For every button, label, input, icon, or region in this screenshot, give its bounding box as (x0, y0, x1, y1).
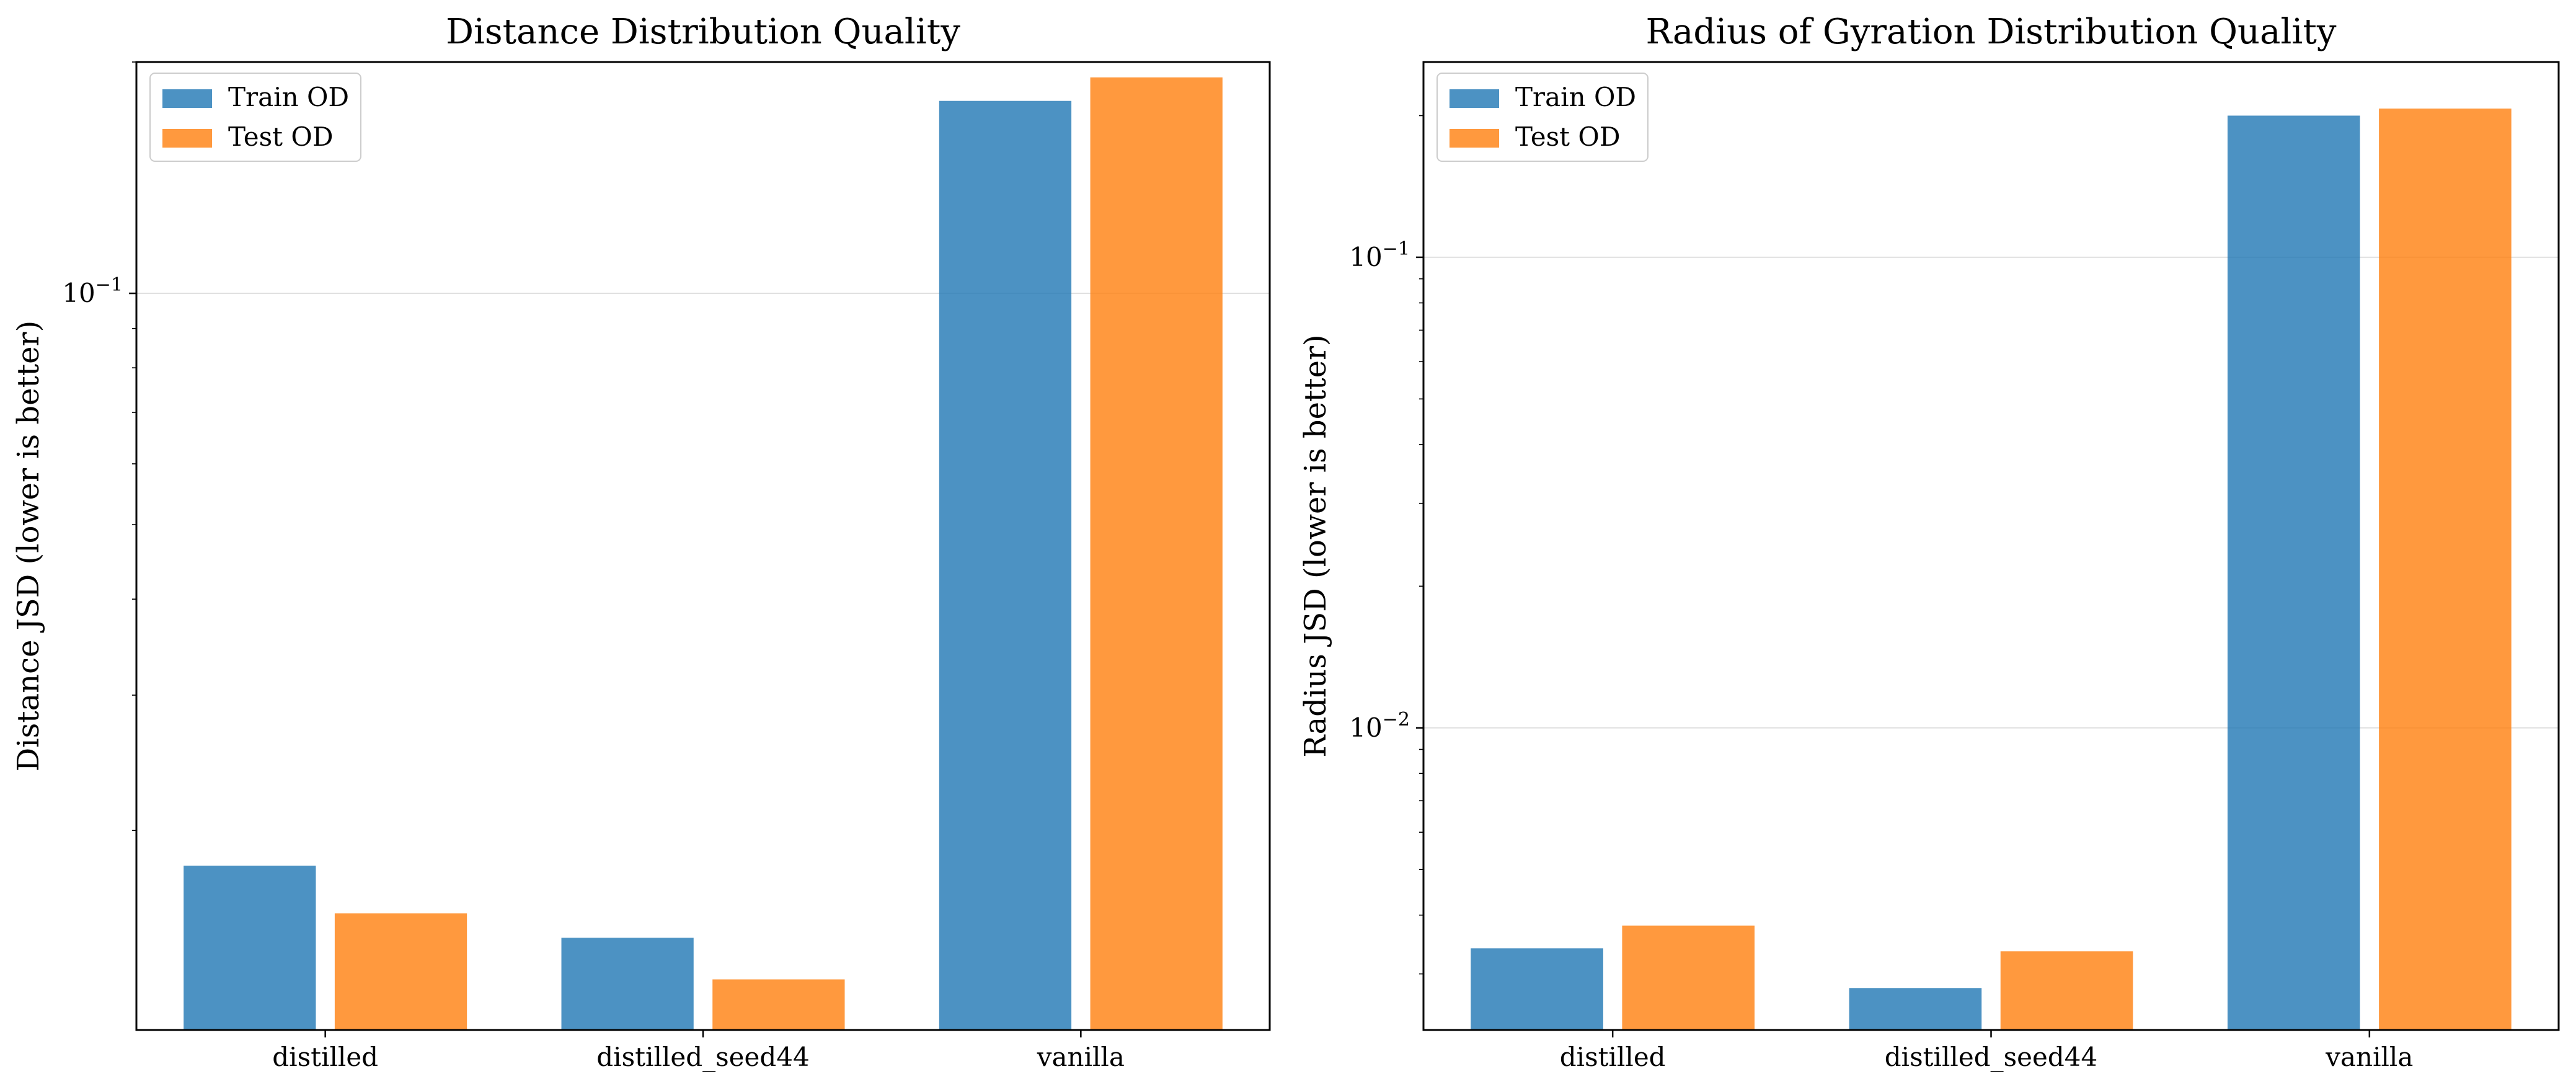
legend-label: Test OD (228, 122, 334, 152)
legend-label: Test OD (1515, 122, 1621, 152)
legend-label: Train OD (228, 82, 349, 112)
bar-test-od-vanilla (2379, 109, 2512, 1031)
x-tick-label: distilled_seed44 (596, 1042, 809, 1072)
bar-test-od-vanilla (1090, 77, 1223, 1030)
bar-test-od-distilled-seed44 (712, 979, 845, 1030)
bar-train-od-vanilla (2227, 115, 2360, 1031)
bar-test-od-distilled (334, 913, 467, 1030)
y-axis-label: Distance JSD (lower is better) (11, 321, 46, 771)
y-axis-label: Radius JSD (lower is better) (1298, 334, 1333, 757)
legend: Train OD Test OD (1436, 73, 1649, 162)
chart-panel-1: 10−1 distilled distilled_seed44 vanilla Dist… (11, 12, 1271, 1072)
x-tick-label: vanilla (2325, 1042, 2413, 1072)
bar-train-od-distilled-seed44 (1849, 988, 1982, 1030)
bar-test-od-distilled-seed44 (2000, 951, 2133, 1030)
chart-title: Distance Distribution Quality (446, 12, 960, 52)
bar-train-od-distilled (1471, 948, 1603, 1030)
legend-swatch (1450, 129, 1499, 148)
legend-label: Train OD (1515, 82, 1636, 112)
y-tick-label: 10−1 (1349, 238, 1410, 272)
x-tick-label: distilled (272, 1042, 378, 1072)
bar-train-od-vanilla (939, 100, 1072, 1030)
y-tick-exponent: −1 (95, 274, 123, 296)
bar-train-od-distilled (184, 865, 316, 1030)
bar-train-od-distilled-seed44 (561, 938, 694, 1030)
legend: Train OD Test OD (149, 73, 361, 162)
y-tick-label: 10−2 (1349, 709, 1410, 743)
y-tick-exponent: −1 (1383, 238, 1410, 260)
chart-title: Radius of Gyration Distribution Quality (1646, 12, 2337, 52)
x-tick-label: distilled (1560, 1042, 1666, 1072)
legend-swatch (1450, 89, 1499, 108)
x-tick-label: vanilla (1037, 1042, 1125, 1072)
legend-swatch (162, 129, 212, 148)
legend-swatch (162, 89, 212, 108)
y-tick-exponent: −2 (1383, 709, 1410, 730)
chart-panel-2: 10−1 10−2 distilled distilled_seed44 vanilla… (1298, 12, 2560, 1072)
bar-test-od-distilled (1622, 925, 1755, 1030)
plot-frame (1422, 61, 2560, 1031)
plot-frame (135, 61, 1271, 1031)
x-tick-label: distilled_seed44 (1885, 1042, 2097, 1072)
y-tick-label: 10−1 (62, 274, 123, 308)
